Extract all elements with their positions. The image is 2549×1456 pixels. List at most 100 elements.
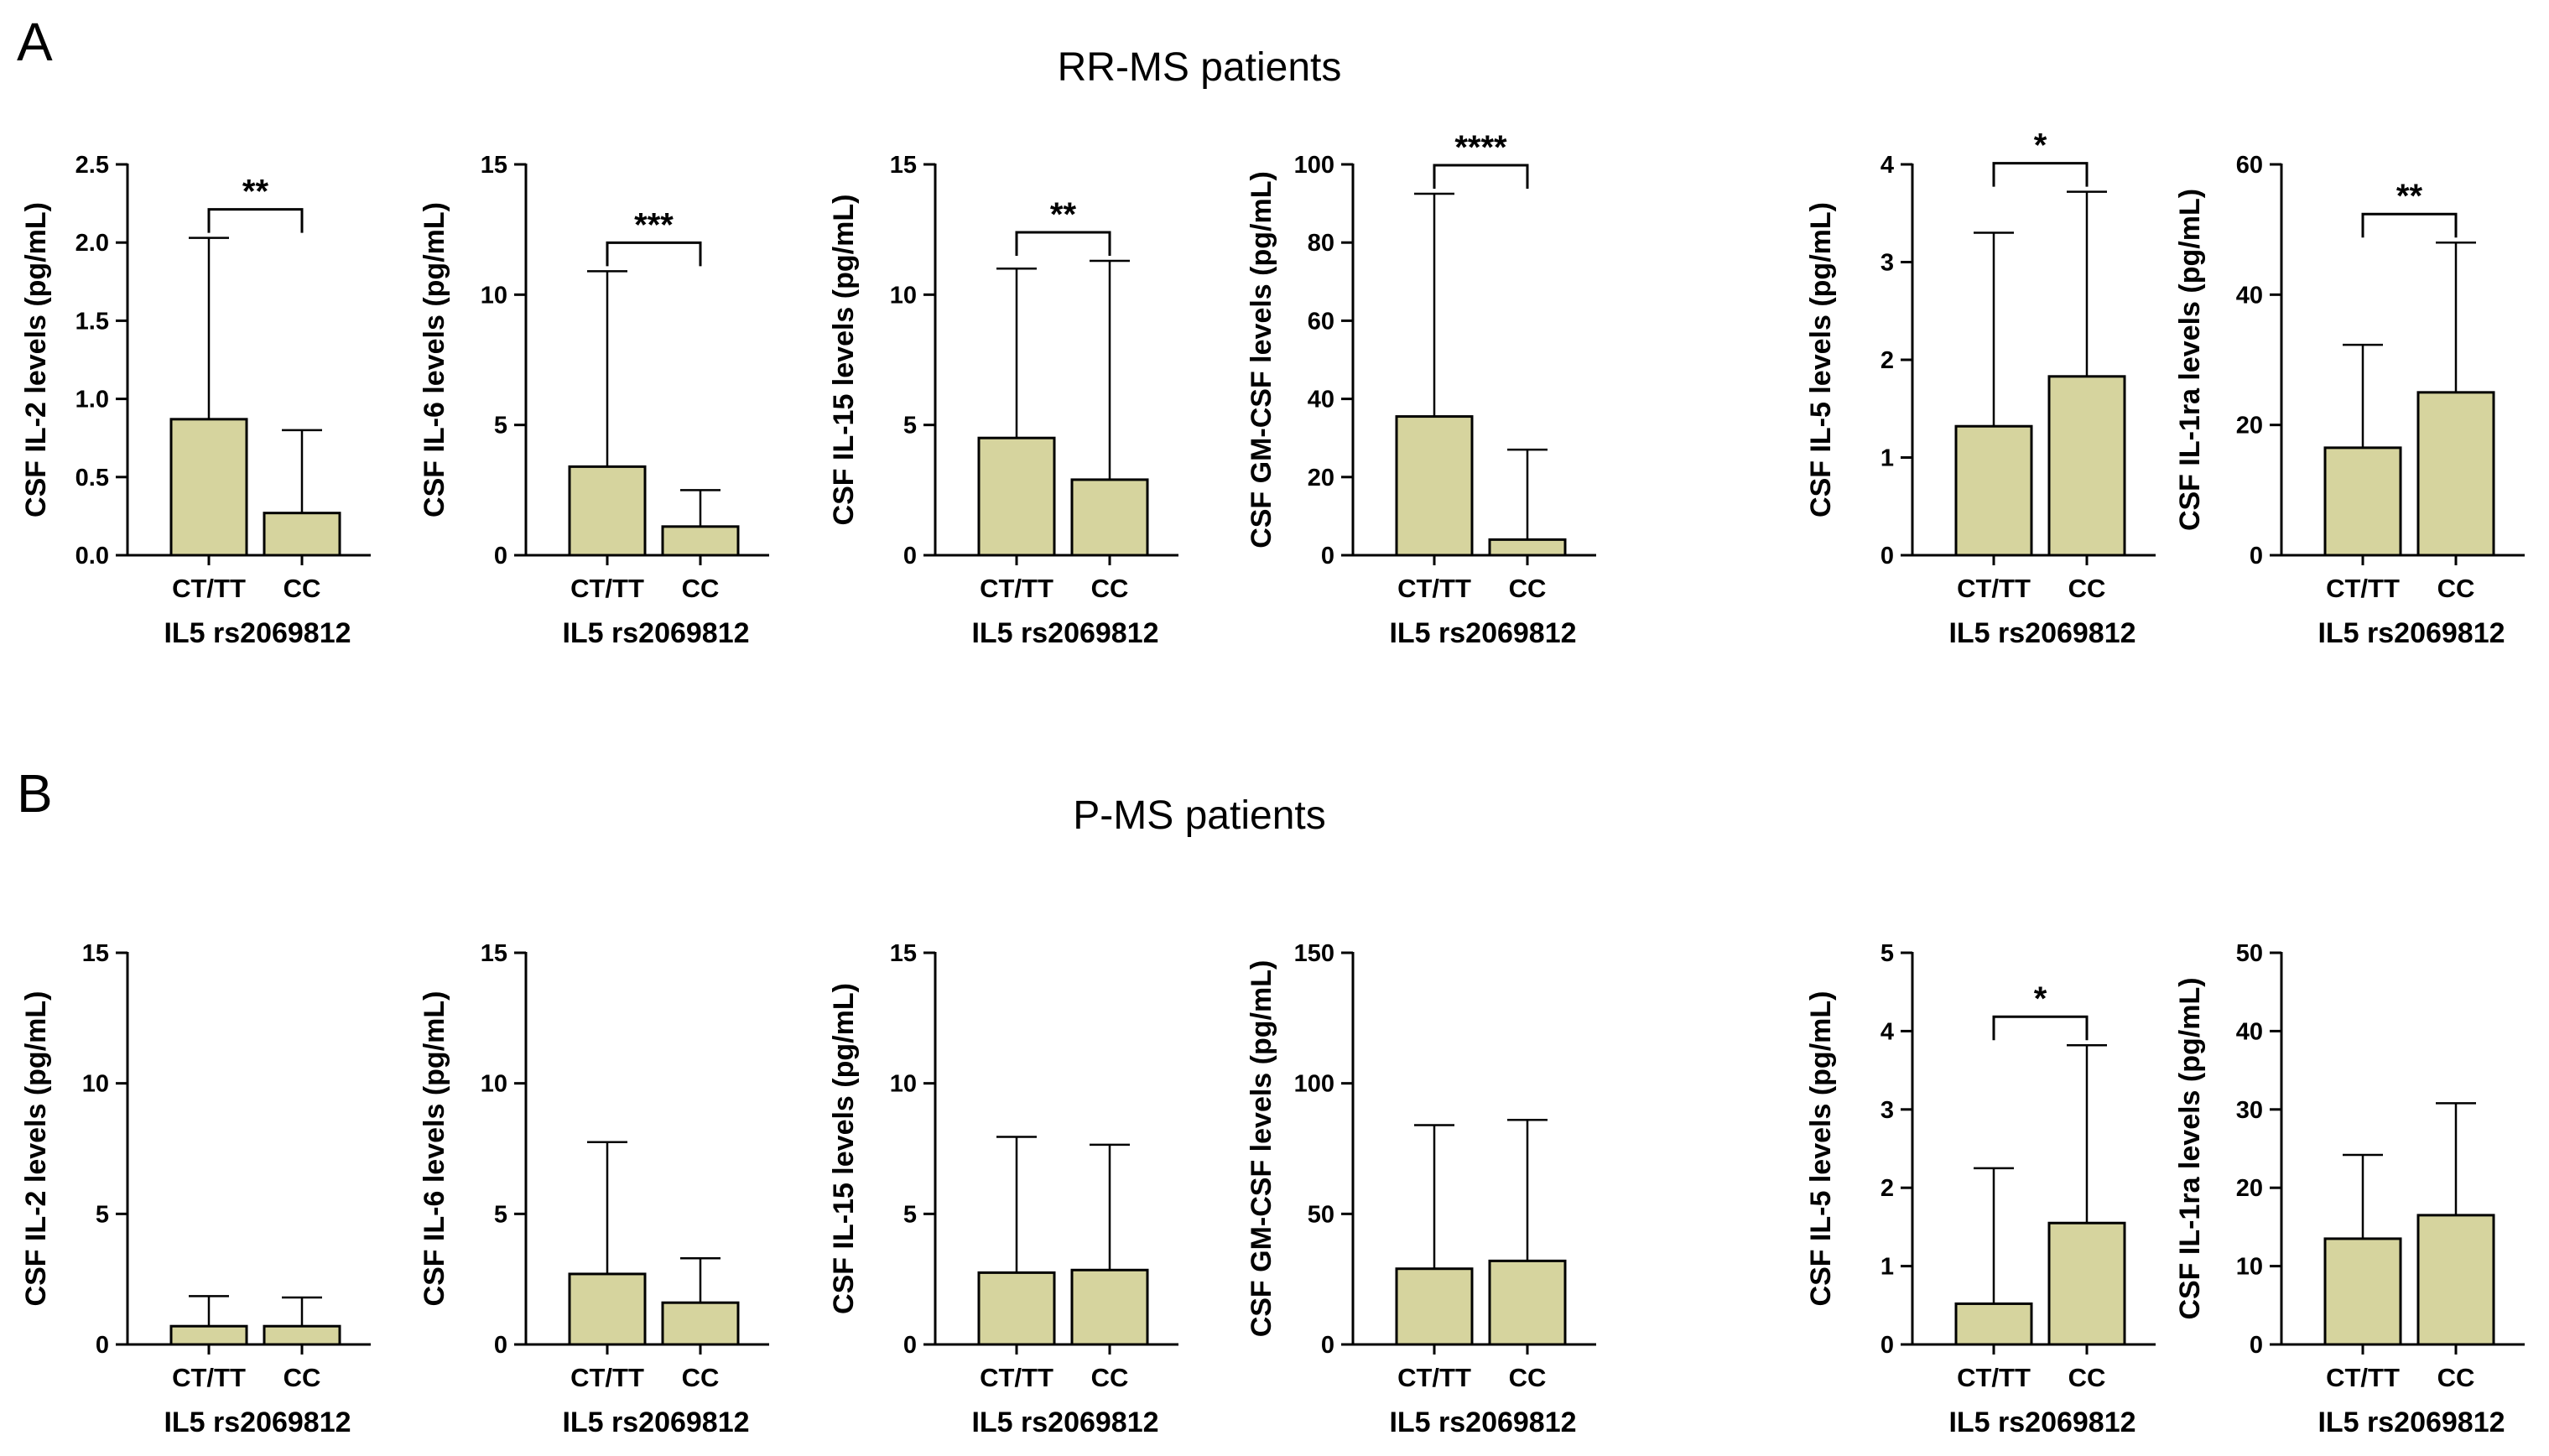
- y-tick-label: 0: [1321, 543, 1334, 569]
- bar-cc: [263, 512, 341, 557]
- y-axis-label: CSF IL-15 levels (pg/mL): [828, 195, 860, 526]
- y-tick-label: 0: [96, 1332, 109, 1359]
- y-tick-label: 5: [494, 1201, 507, 1228]
- x-tick-label: CC: [682, 574, 720, 603]
- x-tick-label: CT/TT: [1397, 1363, 1471, 1392]
- y-tick-label: 5: [96, 1201, 109, 1228]
- chart-a-2: 0 5 10 15 CT/TT CC IL5 rs2069812 CSF IL-6 level…: [419, 152, 769, 649]
- y-tick-label: 10: [481, 282, 507, 309]
- x-axis-label: IL5 rs2069812: [1389, 1407, 1576, 1438]
- chart-b-3: 0 5 10 15 CT/TT CC IL5 rs2069812 CSF IL-15 leve…: [828, 940, 1178, 1438]
- chart-a-5: 0 1 2 3 4 CT/TT CC IL5 rs2069812 CSF IL-5 levels…: [1805, 127, 2156, 649]
- y-axis-label: CSF IL-6 levels (pg/mL): [419, 202, 450, 517]
- x-tick-label: CC: [284, 1363, 321, 1392]
- y-tick-label: 15: [481, 940, 507, 967]
- x-tick-label: CC: [1091, 574, 1129, 603]
- significance-bracket: [207, 208, 304, 233]
- y-tick-label: 5: [494, 413, 507, 439]
- chart-b-1: 0 5 10 15 CT/TT CC IL5 rs2069812 CSF IL-2 level…: [20, 940, 371, 1438]
- y-tick-label: 1: [1881, 445, 1894, 472]
- x-tick-label: CC: [1509, 1363, 1547, 1392]
- x-axis-label: IL5 rs2069812: [971, 1407, 1158, 1438]
- significance-bracket: [1992, 1015, 2089, 1041]
- y-axis-label: CSF IL-1ra levels (pg/mL): [2174, 189, 2206, 531]
- y-axis-label: CSF IL-15 levels (pg/mL): [828, 983, 860, 1314]
- significance-label: **: [2396, 178, 2423, 215]
- y-tick-label: 15: [82, 940, 109, 967]
- bar-ct-tt: [568, 1272, 647, 1346]
- x-tick-label: CT/TT: [570, 1363, 644, 1392]
- bar-ct-tt: [977, 1271, 1056, 1346]
- y-tick-label: 4: [1881, 152, 1894, 179]
- x-tick-label: CC: [2068, 574, 2106, 603]
- y-tick-label: 2: [1881, 347, 1894, 374]
- x-tick-label: CT/TT: [980, 574, 1053, 603]
- bar-ct-tt: [169, 1324, 248, 1346]
- y-tick-label: 20: [2236, 1175, 2263, 1202]
- significance-label: **: [242, 174, 269, 211]
- y-tick-label: 5: [903, 1201, 917, 1228]
- y-tick-label: 0: [903, 1332, 917, 1359]
- x-tick-label: CT/TT: [1957, 574, 2031, 603]
- y-tick-label: 0: [494, 543, 507, 569]
- y-tick-label: 1: [1881, 1254, 1894, 1281]
- x-tick-label: CT/TT: [1397, 574, 1471, 603]
- y-tick-label: 1.5: [75, 308, 109, 335]
- bar-ct-tt: [2323, 446, 2402, 557]
- y-tick-label: 10: [82, 1071, 109, 1098]
- bar-cc: [1070, 1268, 1149, 1346]
- y-tick-label: 0: [1321, 1332, 1334, 1359]
- bar-cc: [1488, 538, 1567, 557]
- x-axis-label: IL5 rs2069812: [1948, 1407, 2135, 1438]
- bar-ct-tt: [169, 418, 248, 557]
- x-tick-label: CC: [1091, 1363, 1129, 1392]
- x-tick-label: CT/TT: [172, 574, 246, 603]
- x-axis-label: IL5 rs2069812: [971, 617, 1158, 649]
- panel-letter-b: B: [17, 763, 53, 824]
- chart-a-3: 0 5 10 15 CT/TT CC IL5 rs2069812 CSF IL-15 leve…: [828, 152, 1178, 649]
- y-tick-label: 0: [1881, 1332, 1894, 1359]
- x-tick-label: CT/TT: [2326, 1363, 2400, 1392]
- y-tick-label: 50: [1308, 1201, 1334, 1228]
- x-tick-label: CC: [2068, 1363, 2106, 1392]
- chart-a-1: 0.0 0.5 1.0 1.5 2.0 2.5 CT/TT CC IL5 rs2069812 CS…: [20, 152, 371, 649]
- x-axis-label: IL5 rs2069812: [164, 617, 351, 649]
- x-axis-label: IL5 rs2069812: [562, 617, 749, 649]
- y-tick-label: 0.0: [75, 543, 109, 569]
- y-tick-label: 0: [2250, 1332, 2263, 1359]
- x-tick-label: CT/TT: [172, 1363, 246, 1392]
- y-tick-label: 2.5: [75, 152, 109, 179]
- bar-ct-tt: [568, 465, 647, 557]
- bar-ct-tt: [1954, 424, 2033, 557]
- y-tick-label: 0: [903, 543, 917, 569]
- x-axis-label: IL5 rs2069812: [164, 1407, 351, 1438]
- bar-ct-tt: [977, 436, 1056, 557]
- y-axis-label: CSF GM-CSF levels (pg/mL): [1246, 960, 1277, 1338]
- y-tick-label: 15: [481, 152, 507, 179]
- panel-letter-a: A: [17, 12, 53, 72]
- y-tick-label: 30: [2236, 1097, 2263, 1124]
- y-tick-label: 60: [1308, 308, 1334, 335]
- x-axis-label: IL5 rs2069812: [2318, 617, 2505, 649]
- y-tick-label: 40: [2236, 282, 2263, 309]
- y-tick-label: 2.0: [75, 230, 109, 257]
- significance-label: **: [1050, 196, 1077, 233]
- y-axis-label: CSF IL-5 levels (pg/mL): [1805, 991, 1837, 1307]
- significance-bracket: [606, 241, 702, 267]
- y-tick-label: 3: [1881, 1097, 1894, 1124]
- y-tick-label: 10: [2236, 1254, 2263, 1281]
- y-tick-label: 60: [2236, 152, 2263, 179]
- y-tick-label: 20: [2236, 413, 2263, 439]
- y-tick-label: 40: [2236, 1018, 2263, 1045]
- chart-b-4: 0 50 100 150 CT/TT CC IL5 rs2069812 CSF GM-CSF …: [1246, 940, 1596, 1438]
- x-tick-label: CT/TT: [570, 574, 644, 603]
- x-axis-label: IL5 rs2069812: [2318, 1407, 2505, 1438]
- y-tick-label: 15: [890, 152, 917, 179]
- significance-bracket: [2361, 212, 2458, 238]
- y-tick-label: 20: [1308, 465, 1334, 491]
- y-tick-label: 1.0: [75, 387, 109, 413]
- y-tick-label: 0: [2250, 543, 2263, 569]
- bar-ct-tt: [2323, 1237, 2402, 1346]
- x-axis-label: IL5 rs2069812: [1389, 617, 1576, 649]
